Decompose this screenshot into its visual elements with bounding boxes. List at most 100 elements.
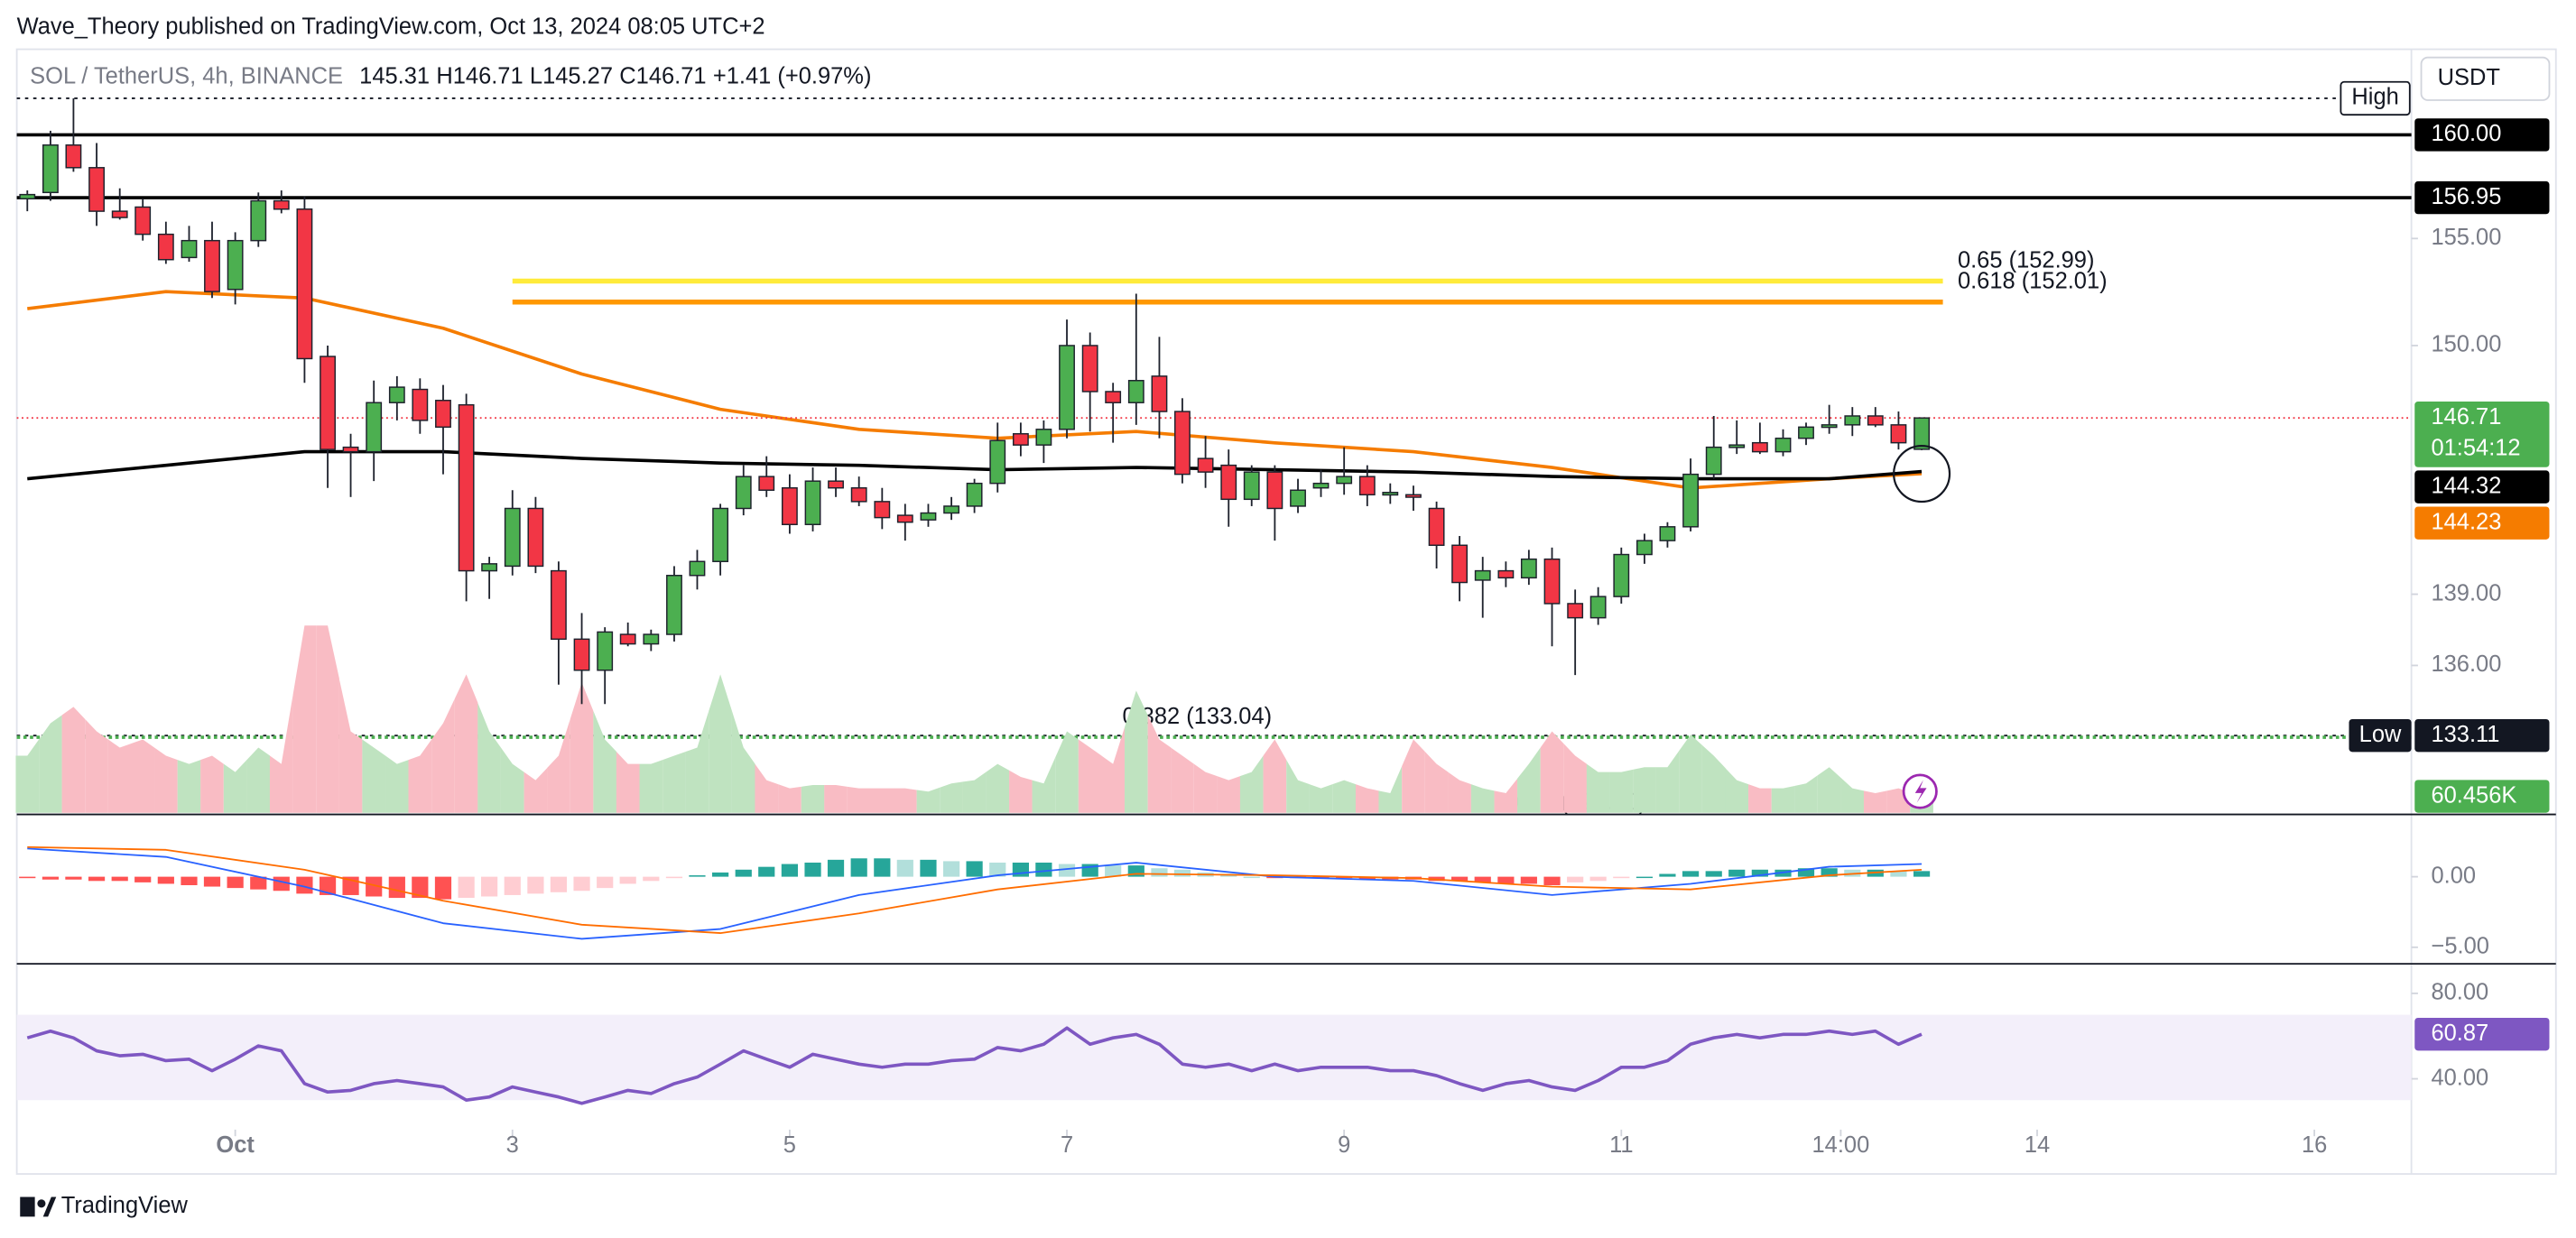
macd-histogram-bar xyxy=(458,876,475,899)
candle-body xyxy=(573,638,590,671)
macd-line xyxy=(27,847,1923,940)
price-badge xyxy=(2414,718,2550,753)
volume-area xyxy=(177,760,201,813)
candle-body xyxy=(504,507,521,568)
candle-body xyxy=(1589,596,1607,619)
countdown-label: 01:54:12 xyxy=(2431,436,2520,461)
candle-body xyxy=(1174,411,1191,476)
candle-body xyxy=(527,507,544,568)
macd-histogram-bar xyxy=(1173,869,1191,877)
volume-area xyxy=(986,763,1010,813)
macd-histogram-bar xyxy=(804,862,821,877)
footer-logo xyxy=(20,1196,57,1217)
macd-histogram-bar xyxy=(111,876,128,882)
volume-area xyxy=(1679,734,1702,813)
volume-area xyxy=(1586,763,1610,813)
annotation-circle xyxy=(1893,445,1951,504)
currency-button[interactable] xyxy=(2420,56,2551,101)
x-tick-label: 3 xyxy=(506,1132,519,1158)
macd-histogram-bar xyxy=(1567,876,1584,882)
x-tick-label: 9 xyxy=(1338,1132,1350,1158)
volume-area xyxy=(1817,767,1841,813)
macd-histogram-bar xyxy=(874,858,891,877)
macd-histogram-bar xyxy=(481,876,498,897)
macd-histogram-bar xyxy=(550,876,567,892)
y-tick-label: 150.00 xyxy=(2431,332,2501,357)
volume-area xyxy=(1101,726,1125,813)
candle-body xyxy=(412,388,429,421)
volume-area xyxy=(1701,744,1726,813)
macd-line xyxy=(27,845,1923,935)
macd-histogram-bar xyxy=(250,876,267,890)
macd-histogram-bar xyxy=(1243,876,1260,879)
candle-body xyxy=(781,486,798,525)
rsi-line xyxy=(26,1026,1923,1105)
candle-body xyxy=(1751,441,1768,453)
volume-area xyxy=(593,710,617,813)
volume-area xyxy=(685,710,709,813)
candle-body xyxy=(804,480,821,525)
symbol-line: SOL / TetherUS, 4h, BINANCE 145.31 H146.71… xyxy=(30,63,871,88)
volume-area xyxy=(1840,777,1865,813)
level-tag xyxy=(2349,718,2412,753)
volume-area xyxy=(246,747,271,813)
macd-histogram-bar xyxy=(689,875,706,877)
x-tick-label: 5 xyxy=(783,1132,796,1158)
candle-body xyxy=(1312,482,1330,489)
candle-body xyxy=(134,206,152,236)
macd-histogram-bar xyxy=(1797,868,1815,877)
volume-area xyxy=(107,739,132,813)
candle-body xyxy=(850,486,867,503)
volume-area xyxy=(85,718,108,813)
volume-area xyxy=(639,760,663,813)
ohlc-open: 145.31 xyxy=(359,63,430,88)
candle-body xyxy=(88,167,105,212)
macd-histogram-bar xyxy=(504,876,521,895)
rsi-band xyxy=(16,1014,2412,1101)
volume-area xyxy=(1655,751,1680,813)
candle-body xyxy=(1266,471,1283,510)
macd-histogram-bar xyxy=(1497,876,1515,884)
volume-area xyxy=(431,698,455,813)
volume-area xyxy=(1402,739,1425,813)
candle-body xyxy=(828,480,844,489)
logo-part xyxy=(20,1196,35,1217)
volume-area xyxy=(1863,790,1887,813)
volume-area xyxy=(61,707,86,813)
candle-body xyxy=(966,482,983,507)
candle-body xyxy=(712,507,729,562)
volume-area xyxy=(1771,785,1795,813)
macd-histogram-bar xyxy=(65,876,82,880)
symbol: SOL / TetherUS, 4h, BINANCE xyxy=(30,63,343,88)
volume-area xyxy=(1517,747,1541,813)
candle-body xyxy=(1613,553,1630,597)
macd-histogram-bar xyxy=(1821,868,1838,877)
candle-body xyxy=(758,476,775,491)
volume-area xyxy=(15,739,40,813)
volume-area xyxy=(962,771,987,813)
volume-area xyxy=(1424,752,1449,813)
volume-area xyxy=(1217,776,1241,813)
macd-histogram-bar xyxy=(1728,869,1746,877)
macd-histogram-bar xyxy=(227,876,244,889)
candle-body xyxy=(1197,457,1214,473)
macd-histogram-bar xyxy=(388,876,405,899)
volume-area xyxy=(778,784,802,813)
candle-body xyxy=(689,560,706,577)
volume-area xyxy=(940,781,963,813)
candle-body xyxy=(643,633,660,645)
volume-area xyxy=(1239,755,1264,813)
volume-area xyxy=(385,755,409,813)
macd-histogram-bar xyxy=(735,869,752,877)
volume-area xyxy=(1263,739,1287,813)
price-badge xyxy=(2414,180,2550,215)
macd-histogram-bar xyxy=(1520,876,1537,884)
y-tick-label: −5.00 xyxy=(2431,934,2488,959)
macd-histogram-bar xyxy=(1913,871,1931,877)
macd-histogram-bar xyxy=(88,876,106,882)
candle-body xyxy=(250,199,267,242)
footer-brand: TradingView xyxy=(61,1193,189,1218)
candle-body xyxy=(1336,476,1353,485)
published-note: Wave_Theory published on TradingView.com… xyxy=(17,14,765,40)
volume-area xyxy=(801,785,825,813)
